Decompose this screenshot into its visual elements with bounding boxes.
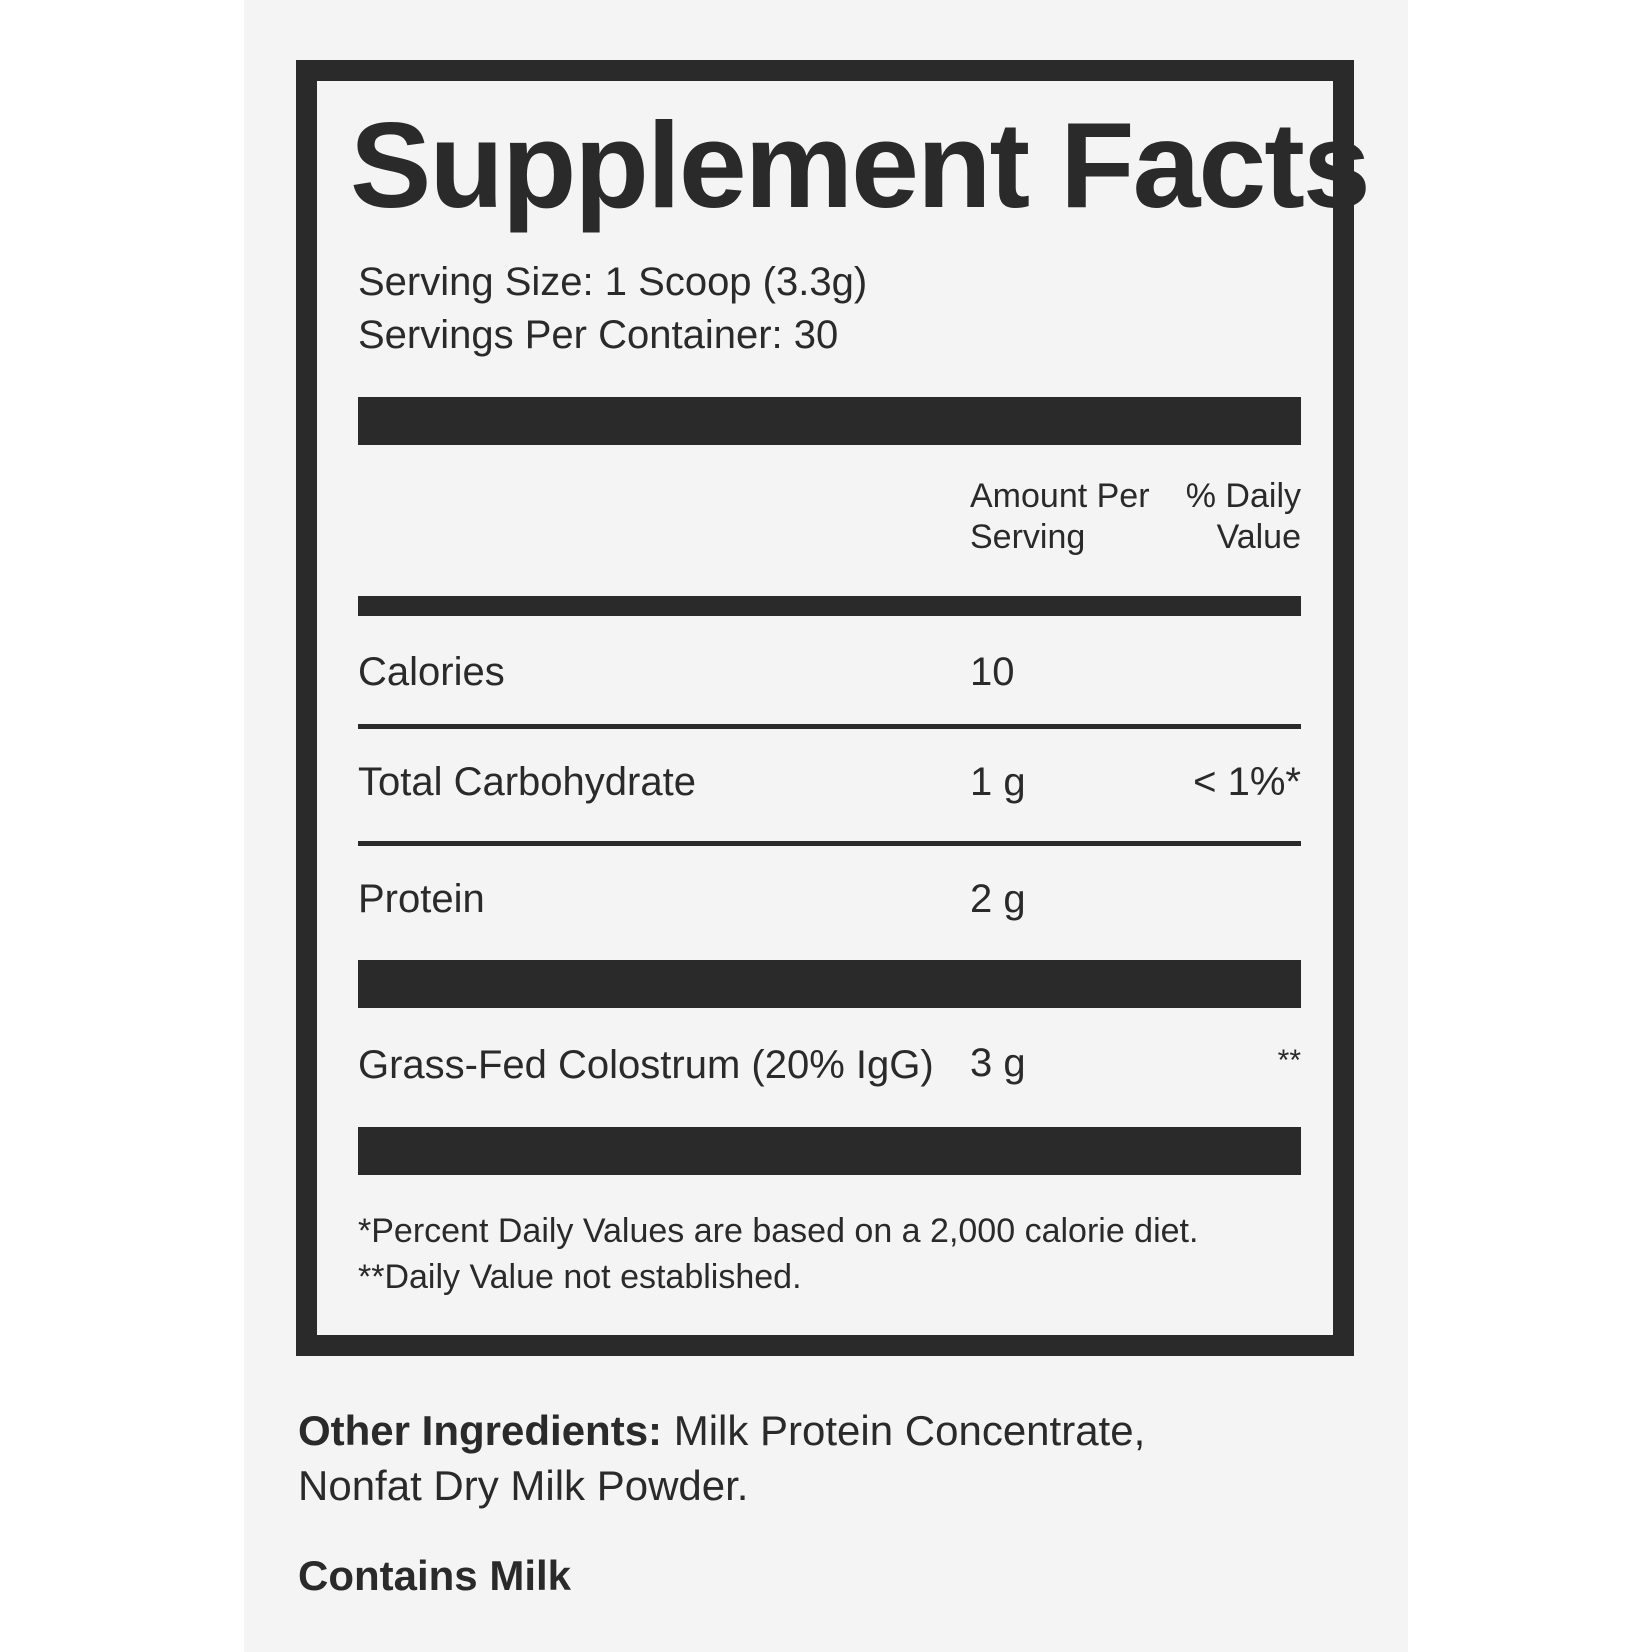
label-panel bbox=[244, 0, 1408, 1652]
row-name: Total Carbohydrate bbox=[358, 760, 696, 804]
other-ingredients: Other Ingredients: Milk Protein Concentr… bbox=[298, 1407, 1146, 1454]
row-name: Grass-Fed Colostrum (20% IgG) bbox=[358, 1043, 934, 1087]
other-ingredients-line2: Nonfat Dry Milk Powder. bbox=[298, 1462, 749, 1509]
row-name: Calories bbox=[358, 650, 505, 694]
supplement-facts-box bbox=[296, 60, 1354, 1356]
thin-divider bbox=[358, 724, 1301, 729]
thick-divider bbox=[358, 960, 1301, 1008]
row-daily-value: < 1%* bbox=[1193, 760, 1301, 804]
row-name: Protein bbox=[358, 877, 485, 921]
amount-header: Amount Per Serving bbox=[970, 477, 1150, 556]
serving-size: Serving Size: 1 Scoop (3.3g) bbox=[358, 260, 868, 304]
row-amount: 3 g bbox=[970, 1041, 1026, 1085]
medium-divider bbox=[358, 596, 1301, 616]
thin-divider bbox=[358, 841, 1301, 846]
footnote: **Daily Value not established. bbox=[358, 1258, 802, 1296]
row-daily-value: ** bbox=[1277, 1044, 1301, 1077]
daily-value-header: % Daily Value bbox=[1185, 477, 1301, 556]
servings-per-container: Servings Per Container: 30 bbox=[358, 313, 839, 357]
row-amount: 10 bbox=[970, 650, 1015, 694]
allergen-statement: Contains Milk bbox=[298, 1552, 572, 1599]
row-amount: 1 g bbox=[970, 760, 1026, 804]
thick-divider bbox=[358, 1127, 1301, 1175]
footnote: *Percent Daily Values are based on a 2,0… bbox=[358, 1212, 1199, 1250]
row-amount: 2 g bbox=[970, 877, 1026, 921]
facts-title: Supplement Facts bbox=[350, 97, 1371, 233]
thick-divider bbox=[358, 397, 1301, 445]
